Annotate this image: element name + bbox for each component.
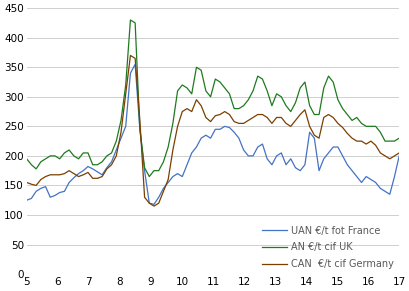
UAN €/t fot France [198, 136, 203, 140]
UAN €/t fot France [396, 154, 401, 158]
UAN €/t fot France [288, 157, 292, 161]
CAN  €/t cif Germany [396, 151, 401, 155]
CAN  €/t cif Germany [255, 113, 260, 116]
CAN  €/t cif Germany [288, 125, 292, 128]
AN €/t cif UK [198, 68, 203, 72]
CAN  €/t cif Germany [363, 142, 368, 146]
AN €/t cif UK [363, 125, 368, 128]
AN €/t cif UK [128, 18, 133, 22]
UAN €/t fot France [363, 175, 368, 178]
CAN  €/t cif Germany [151, 204, 156, 208]
CAN  €/t cif Germany [198, 104, 203, 107]
AN €/t cif UK [396, 136, 401, 140]
AN €/t cif UK [24, 157, 29, 161]
UAN €/t fot France [274, 154, 279, 158]
AN €/t cif UK [274, 92, 279, 95]
UAN €/t fot France [24, 198, 29, 202]
UAN €/t fot France [133, 63, 137, 66]
CAN  €/t cif Germany [274, 116, 279, 119]
UAN €/t fot France [151, 203, 156, 206]
CAN  €/t cif Germany [128, 54, 133, 57]
AN €/t cif UK [255, 74, 260, 78]
CAN  €/t cif Germany [24, 181, 29, 184]
AN €/t cif UK [259, 77, 264, 81]
AN €/t cif UK [146, 175, 151, 178]
CAN  €/t cif Germany [259, 113, 264, 116]
Line: AN €/t cif UK: AN €/t cif UK [27, 20, 398, 177]
UAN €/t fot France [255, 145, 260, 149]
AN €/t cif UK [288, 110, 292, 113]
Line: CAN  €/t cif Germany: CAN €/t cif Germany [27, 56, 398, 206]
Legend: UAN €/t fot France, AN €/t cif UK, CAN  €/t cif Germany: UAN €/t fot France, AN €/t cif UK, CAN €… [262, 226, 393, 269]
UAN €/t fot France [259, 142, 264, 146]
Line: UAN €/t fot France: UAN €/t fot France [27, 64, 398, 204]
